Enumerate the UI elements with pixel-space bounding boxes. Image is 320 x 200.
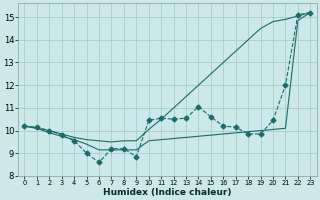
X-axis label: Humidex (Indice chaleur): Humidex (Indice chaleur) [103,188,232,197]
